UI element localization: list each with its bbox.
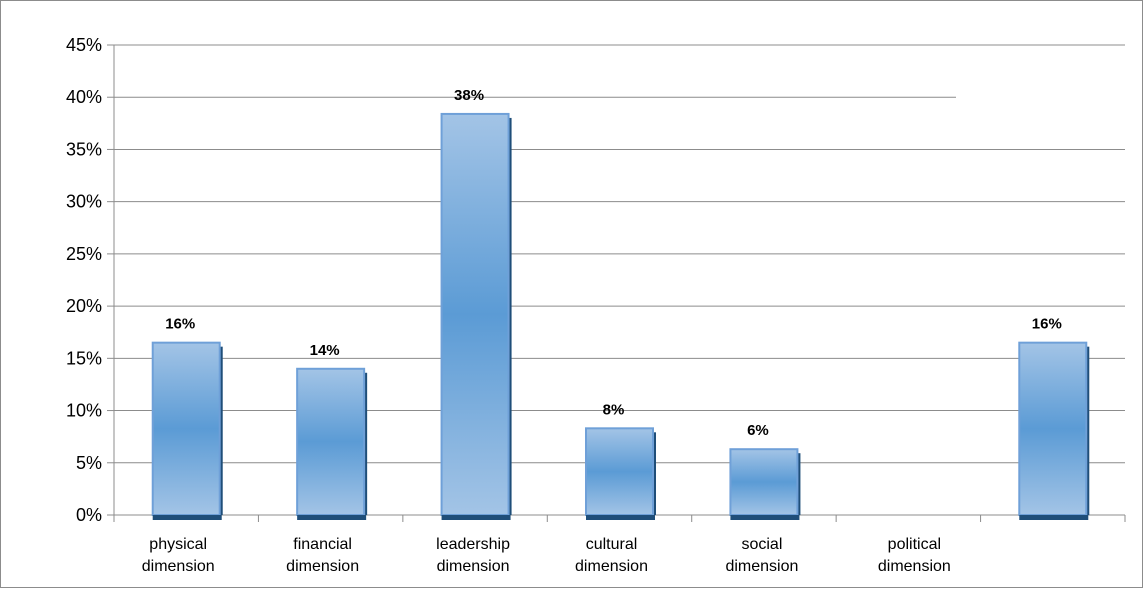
- x-category-label: dimension: [437, 558, 510, 575]
- y-tick-label: 20%: [66, 296, 102, 316]
- bars: [151, 112, 1090, 520]
- x-category-label: social: [741, 536, 782, 553]
- y-tick-label: 15%: [66, 348, 102, 368]
- bar-base: [297, 515, 367, 520]
- data-label: 16%: [1032, 316, 1062, 333]
- bar-base: [586, 515, 655, 520]
- bar-base: [1019, 515, 1089, 520]
- x-category-label: leadership: [436, 536, 510, 553]
- x-category-label: dimension: [878, 558, 951, 575]
- x-category-label: cultural: [586, 536, 638, 553]
- y-tick-label: 25%: [66, 244, 102, 264]
- x-category-label: dimension: [286, 558, 359, 575]
- x-category-label: physical: [149, 536, 207, 553]
- bar: [440, 112, 510, 517]
- labels: 0% 5% 10% 15% 20% 25% 30% 35% 40% 45% 16% 14% 38% 8% 6…: [66, 35, 1062, 575]
- y-tick-label: 45%: [66, 35, 102, 55]
- bar: [151, 341, 221, 516]
- bar-base: [441, 515, 511, 520]
- bar: [296, 367, 366, 516]
- x-category-label: dimension: [142, 558, 215, 575]
- gridlines: [114, 44, 1125, 464]
- data-label: 6%: [747, 422, 769, 439]
- y-tick-label: 0%: [76, 505, 102, 525]
- bar: [1018, 341, 1088, 516]
- y-tick-label: 10%: [66, 401, 102, 421]
- x-category-label: dimension: [725, 558, 798, 575]
- bar-base: [152, 515, 222, 520]
- bar: [729, 448, 799, 517]
- bar-base: [730, 515, 800, 520]
- x-category-label: political: [888, 536, 941, 553]
- y-tick-label: 35%: [66, 139, 102, 159]
- data-label: 14%: [310, 342, 340, 359]
- x-category-label: dimension: [575, 558, 648, 575]
- y-tick-label: 30%: [66, 192, 102, 212]
- data-label: 8%: [603, 401, 625, 418]
- x-category-label: financial: [293, 536, 352, 553]
- bar: [585, 427, 654, 516]
- data-label: 16%: [165, 316, 195, 333]
- y-tick-label: 40%: [66, 87, 102, 107]
- data-label: 38%: [454, 87, 484, 104]
- y-tick-label: 5%: [76, 453, 102, 473]
